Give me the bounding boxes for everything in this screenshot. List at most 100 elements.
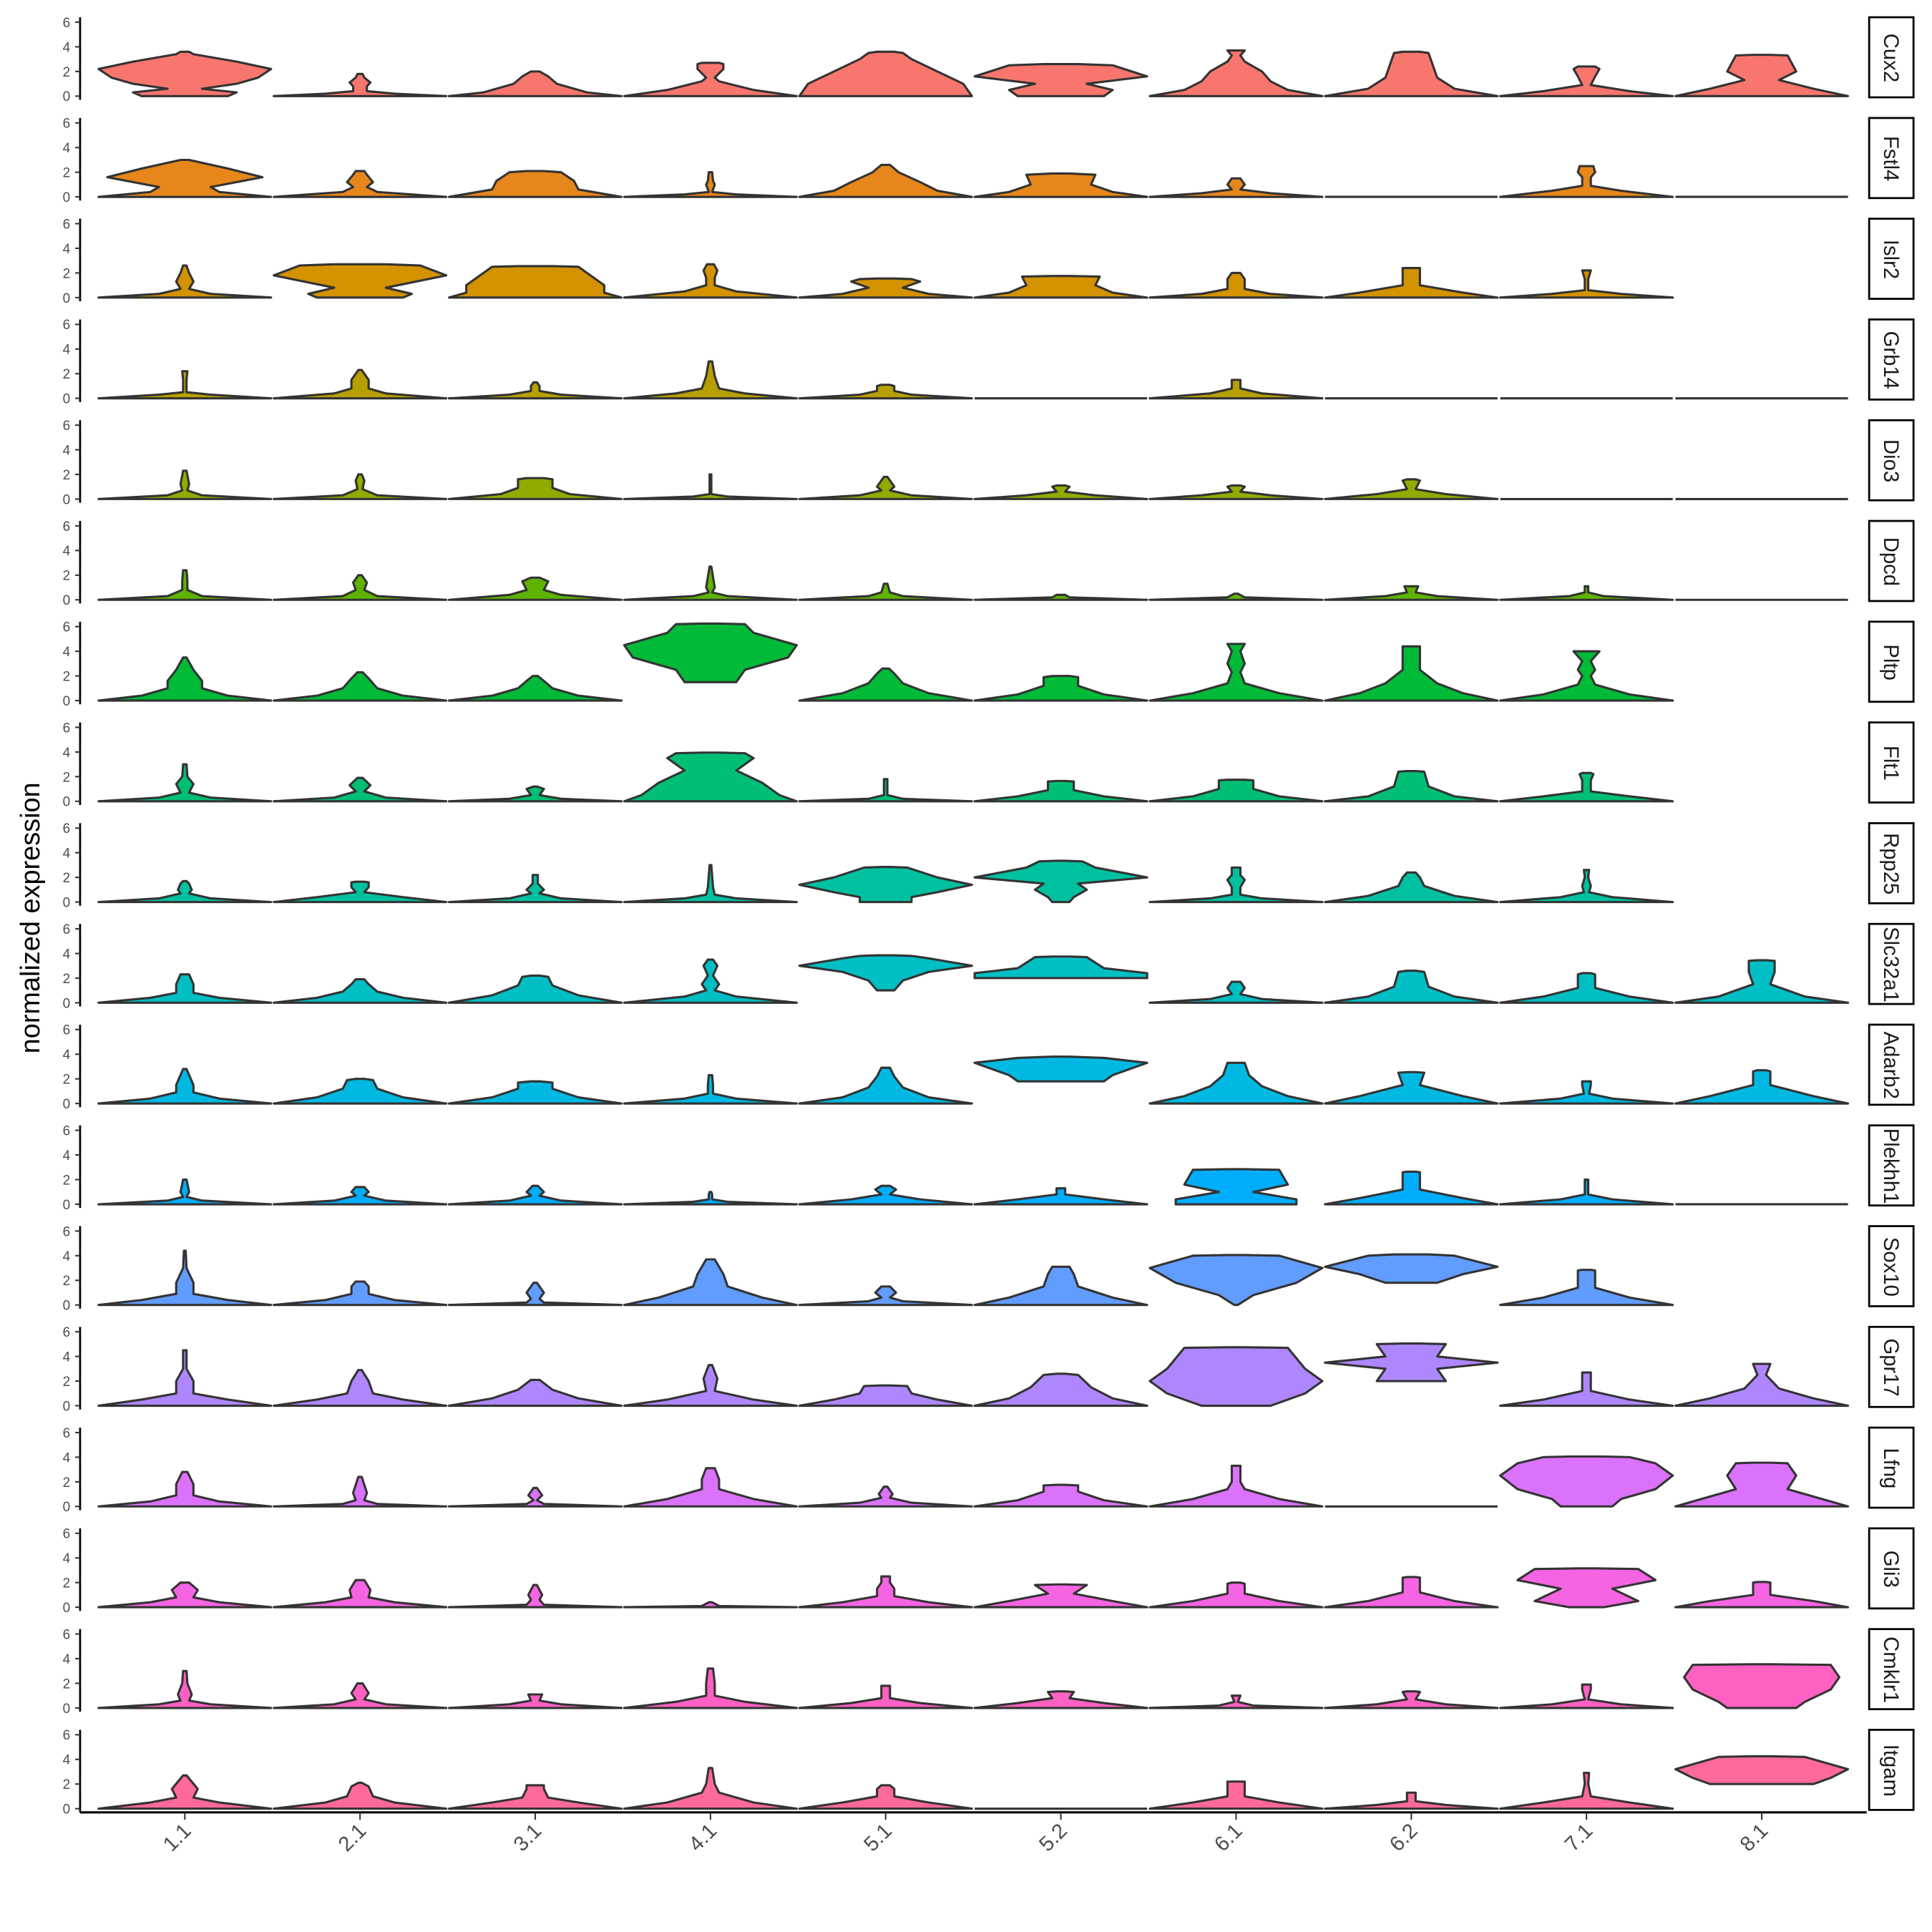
violin-lfng-5.1 xyxy=(798,1485,973,1508)
strip-label-grb14: Grb14 xyxy=(1879,331,1902,389)
violin-itgam-7.1 xyxy=(1499,1772,1674,1810)
y-tick-label: 6 xyxy=(63,117,71,132)
strip-box xyxy=(1868,318,1915,401)
y-tick-label: 4 xyxy=(63,544,71,559)
violin-cux2-3.1 xyxy=(447,70,623,97)
y-tick-label: 2 xyxy=(63,266,71,281)
violin-cux2-1.1 xyxy=(97,50,273,97)
strip-box xyxy=(1868,1729,1915,1811)
violin-gpr17-4.1 xyxy=(623,1364,798,1407)
violin-plekhh1-3.1 xyxy=(447,1184,623,1206)
violin-gli3-8.1 xyxy=(1674,1581,1850,1609)
violin-fstl4-5.2 xyxy=(973,172,1148,198)
violin-grb14-4.1 xyxy=(623,360,798,400)
x-tick-label-8.1: 8.1 xyxy=(1736,1820,1772,1856)
violin-pltp-5.1 xyxy=(798,667,973,702)
violin-sox10-6.2 xyxy=(1324,1253,1499,1284)
violin-flt1-4.1 xyxy=(623,751,798,803)
violin-gli3-5.1 xyxy=(798,1575,973,1609)
violin-slc32a1-7.1 xyxy=(1499,972,1674,1004)
violin-adarb2-5.2 xyxy=(973,1055,1148,1083)
violin-dpcd-6.1 xyxy=(1148,592,1324,601)
violin-gpr17-6.2 xyxy=(1324,1342,1499,1382)
violin-lfng-6.1 xyxy=(1148,1464,1324,1508)
violin-dio3-6.2 xyxy=(1324,478,1499,500)
strip-box xyxy=(1868,1325,1915,1408)
y-tick-label: 2 xyxy=(63,669,71,684)
x-tick-label-6.1: 6.1 xyxy=(1210,1820,1246,1856)
panel-dio3: 0 2 4 6 Dio3 xyxy=(63,419,1915,507)
violin-pltp-5.2 xyxy=(973,675,1148,702)
y-tick-label: 4 xyxy=(63,1753,71,1768)
violin-slc32a1-5.2 xyxy=(973,955,1148,980)
panel-rpp25: 0 2 4 6 Rpp25 xyxy=(63,821,1915,910)
x-tick-label-7.1: 7.1 xyxy=(1561,1820,1597,1856)
violin-gli3-2.1 xyxy=(273,1579,448,1609)
strip-label-fstl4: Fstl4 xyxy=(1879,136,1902,181)
violin-itgam-3.1 xyxy=(447,1784,623,1810)
violin-dio3-2.1 xyxy=(273,473,448,500)
violin-slc32a1-8.1 xyxy=(1674,959,1850,1004)
violin-adarb2-8.1 xyxy=(1674,1069,1850,1105)
y-tick-label: 4 xyxy=(63,1048,71,1063)
y-tick-label: 6 xyxy=(63,318,71,333)
y-tick-label: 2 xyxy=(63,1576,71,1591)
violin-islr2-4.1 xyxy=(623,263,798,299)
violin-sox10-3.1 xyxy=(447,1282,623,1307)
strip-label-slc32a1: Slc32a1 xyxy=(1879,927,1902,1002)
strip-label-dio3: Dio3 xyxy=(1879,439,1902,482)
x-tick-label-5.2: 5.2 xyxy=(1035,1820,1071,1856)
strip-box xyxy=(1868,620,1915,703)
y-tick-label: 0 xyxy=(63,694,71,709)
strip-label-sox10: Sox10 xyxy=(1879,1237,1902,1297)
violin-plekhh1-6.2 xyxy=(1324,1170,1499,1206)
violin-sox10-4.1 xyxy=(623,1258,798,1307)
y-tick-label: 6 xyxy=(63,1124,71,1139)
panel-cmklr1: 0 2 4 6 Cmklr1 xyxy=(63,1627,1915,1717)
violin-pltp-1.1 xyxy=(97,656,273,702)
violin-lfng-7.1 xyxy=(1499,1455,1674,1508)
violin-dio3-3.1 xyxy=(447,477,623,500)
violin-lfng-8.1 xyxy=(1674,1461,1850,1508)
violin-sox10-5.1 xyxy=(798,1285,973,1307)
violin-fstl4-4.1 xyxy=(623,171,798,198)
y-tick-label: 2 xyxy=(63,1475,71,1491)
violin-gli3-3.1 xyxy=(447,1584,623,1609)
strip-box xyxy=(1868,1426,1915,1509)
violin-flt1-5.1 xyxy=(798,778,973,803)
violin-cmklr1-7.1 xyxy=(1499,1683,1674,1709)
violin-cux2-6.2 xyxy=(1324,50,1499,97)
y-tick-label: 4 xyxy=(63,242,71,257)
violin-flt1-6.1 xyxy=(1148,779,1324,803)
violin-gpr17-8.1 xyxy=(1674,1362,1850,1407)
violin-gli3-6.1 xyxy=(1148,1581,1324,1609)
y-tick-label: 4 xyxy=(63,645,71,660)
panel-islr2: 0 2 4 6 Islr2 xyxy=(63,217,1915,306)
strip-label-gpr17: Gpr17 xyxy=(1879,1338,1902,1396)
violin-pltp-4.1 xyxy=(623,622,798,683)
violin-sox10-1.1 xyxy=(97,1249,273,1307)
strip-label-dpcd: Dpcd xyxy=(1879,537,1902,586)
violin-islr2-6.1 xyxy=(1148,271,1324,299)
y-tick-label: 6 xyxy=(63,922,71,937)
violin-rpp25-4.1 xyxy=(623,864,798,904)
violin-cmklr1-1.1 xyxy=(97,1669,273,1709)
violin-dpcd-3.1 xyxy=(447,576,623,601)
strip-label-cmklr1: Cmklr1 xyxy=(1879,1636,1902,1703)
violin-rpp25-2.1 xyxy=(273,880,448,904)
violin-gli3-1.1 xyxy=(97,1581,273,1609)
strip-label-gli3: Gli3 xyxy=(1879,1551,1902,1588)
violin-cux2-2.1 xyxy=(273,72,448,97)
violin-dpcd-6.2 xyxy=(1324,585,1499,601)
violin-slc32a1-4.1 xyxy=(623,958,798,1004)
panel-itgam: 0 2 4 6 Itgam xyxy=(63,1728,1915,1818)
violin-lfng-4.1 xyxy=(623,1467,798,1508)
violin-gpr17-5.2 xyxy=(973,1372,1148,1407)
y-tick-label: 6 xyxy=(63,1527,71,1542)
y-tick-label: 0 xyxy=(63,895,71,910)
violin-slc32a1-5.1 xyxy=(798,954,973,992)
violin-grb14-1.1 xyxy=(97,370,273,400)
violin-dio3-6.1 xyxy=(1148,484,1324,500)
y-tick-label: 2 xyxy=(63,1677,71,1692)
violin-rpp25-1.1 xyxy=(97,879,273,904)
